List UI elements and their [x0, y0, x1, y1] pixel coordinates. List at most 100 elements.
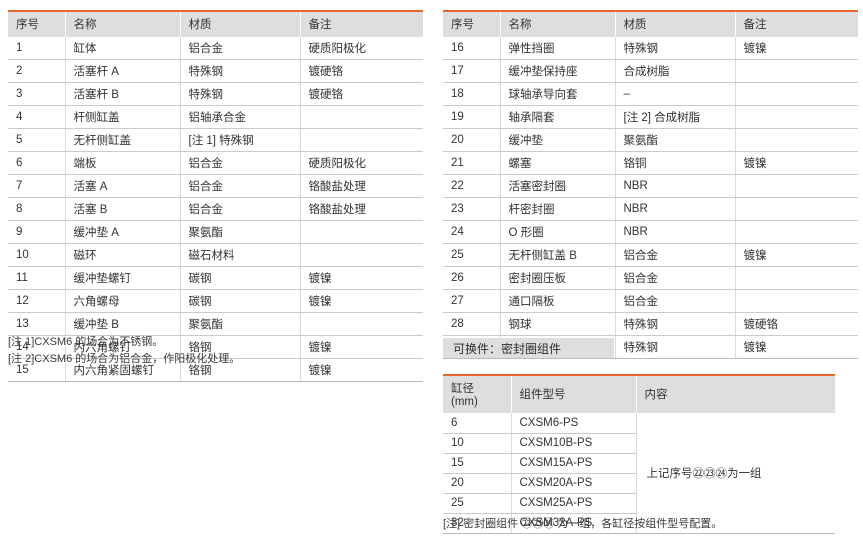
- part-remark-cell: [735, 220, 858, 244]
- part-name-cell: 螺塞: [500, 151, 616, 175]
- part-number-cell: 27: [443, 289, 501, 313]
- part-number-cell: 5: [8, 128, 66, 152]
- part-material-cell: [注 1] 特殊钢: [180, 128, 301, 152]
- part-number-cell: 12: [8, 289, 66, 313]
- part-remark-cell: [735, 266, 858, 290]
- part-number-cell: 17: [443, 59, 501, 83]
- part-name-cell: 无杆侧缸盖: [65, 128, 181, 152]
- part-remark-cell: [300, 243, 423, 267]
- part-name-cell: 通口隔板: [500, 289, 616, 313]
- part-number-cell: 1: [8, 37, 66, 60]
- part-number-cell: 6: [8, 151, 66, 175]
- part-name-cell: 球轴承导向套: [500, 82, 616, 106]
- table-row: 17 缓冲垫保持座 合成树脂: [443, 59, 858, 83]
- table-row: 6 CXSM6-PS 上记序号㉒㉓㉔为一组: [443, 413, 835, 534]
- kit-model-cell: CXSM20A-PS: [511, 473, 637, 494]
- table-row: 10 CXSM10B-PS: [443, 433, 835, 454]
- footnote-2: [注 2]CXSM6 的场合为铝合金，作阳极化处理。: [8, 353, 241, 365]
- part-name-cell: 杆密封圈: [500, 197, 616, 221]
- part-material-cell: 特殊钢: [615, 312, 736, 336]
- table-row: 16 弹性挡圈 特殊钢 镀镍: [443, 37, 858, 60]
- part-name-cell: 弹性挡圈: [500, 37, 616, 60]
- kit-content-cell: 上记序号㉒㉓㉔为一组: [636, 413, 835, 534]
- table-row: 9 缓冲垫 A 聚氨酯: [8, 220, 423, 244]
- bore-size-cell: 20: [443, 473, 512, 494]
- part-remark-cell: [735, 82, 858, 106]
- table-row: 27 通口隔板 铝合金: [443, 289, 858, 313]
- kit-model-cell: CXSM15A-PS: [511, 453, 637, 474]
- part-material-cell: 特殊钢: [180, 82, 301, 106]
- kit-content-text: 上记序号㉒㉓㉔为一组: [646, 465, 762, 480]
- part-material-cell: 铝合金: [180, 197, 301, 221]
- column-header-remark: 备注: [300, 10, 423, 37]
- table-row: 22 活塞密封圈 NBR: [443, 174, 858, 198]
- table-row: 18 球轴承导向套 –: [443, 82, 858, 106]
- part-number-cell: 11: [8, 266, 66, 290]
- part-remark-cell: [735, 197, 858, 221]
- part-name-cell: 活塞杆 A: [65, 59, 181, 83]
- table-row: 25 无杆侧缸盖 B 铝合金 镀镍: [443, 243, 858, 267]
- table-row: 20 缓冲垫 聚氨酯: [443, 128, 858, 152]
- part-material-cell: 铝合金: [180, 151, 301, 175]
- part-name-cell: 缓冲垫螺钉: [65, 266, 181, 290]
- table-row: 6 端板 铝合金 硬质阳极化: [8, 151, 423, 175]
- part-remark-cell: [300, 128, 423, 152]
- part-remark-cell: [735, 59, 858, 83]
- kit-model-cell: CXSM32A-PS: [511, 513, 637, 534]
- part-remark-cell: 镀镍: [300, 335, 423, 359]
- part-number-cell: 21: [443, 151, 501, 175]
- parts-table-left: 序号 名称 材质 备注 1 缸体 铝合金 硬质阳极化 2 活塞杆 A 特殊钢 镀硬铬 3 活塞杆 …: [8, 10, 423, 382]
- seal-kit-table-head: 缸径 (mm) 组件型号 内容: [443, 374, 835, 413]
- table-row: 15 CXSM15A-PS: [443, 453, 835, 474]
- part-remark-cell: 硬质阳极化: [300, 37, 423, 60]
- table-header-row: 序号 名称 材质 备注: [8, 10, 423, 37]
- table-row: 21 螺塞 铬铜 镀镍: [443, 151, 858, 175]
- part-remark-cell: [735, 105, 858, 129]
- column-header-no: 序号: [443, 10, 501, 37]
- kit-model-cell: CXSM6-PS: [511, 413, 637, 434]
- table-row: 28 钢球 特殊钢 镀硬铬: [443, 312, 858, 336]
- table-header-row: 缸径 (mm) 组件型号 内容: [443, 374, 835, 413]
- table-row: 23 杆密封圈 NBR: [443, 197, 858, 221]
- column-header-name: 名称: [500, 10, 616, 37]
- part-material-cell: –: [615, 82, 736, 106]
- part-name-cell: 缓冲垫: [500, 128, 616, 152]
- column-header-bore: 缸径 (mm): [443, 374, 512, 413]
- part-number-cell: 10: [8, 243, 66, 267]
- parts-table-left-head: 序号 名称 材质 备注: [8, 10, 423, 37]
- part-name-cell: 缓冲垫 B: [65, 312, 181, 336]
- part-number-cell: 13: [8, 312, 66, 336]
- part-name-cell: 活塞 A: [65, 174, 181, 198]
- part-remark-cell: 铬酸盐处理: [300, 174, 423, 198]
- column-header-no: 序号: [8, 10, 66, 37]
- part-name-cell: 缓冲垫 A: [65, 220, 181, 244]
- table-row: 10 磁环 磁石材料: [8, 243, 423, 267]
- part-name-cell: 缸体: [65, 37, 181, 60]
- part-number-cell: 19: [443, 105, 501, 129]
- part-material-cell: 磁石材料: [180, 243, 301, 267]
- table-row: 14 内六角螺钉 铬钢 镀镍: [8, 335, 423, 359]
- part-remark-cell: [300, 220, 423, 244]
- table-row: 11 缓冲垫螺钉 碳钢 镀镍: [8, 266, 423, 290]
- part-name-cell: 钢球: [500, 312, 616, 336]
- part-material-cell: 铬钢: [180, 358, 301, 382]
- part-name-cell: 活塞密封圈: [500, 174, 616, 198]
- part-number-cell: 20: [443, 128, 501, 152]
- part-remark-cell: [735, 289, 858, 313]
- part-material-cell: 铝合金: [180, 174, 301, 198]
- part-name-cell: 六角螺母: [65, 289, 181, 313]
- table-row: 15 内六角紧固螺钉 铬钢 镀镍: [8, 358, 423, 382]
- part-name-cell: 缓冲垫保持座: [500, 59, 616, 83]
- part-remark-cell: 镀镍: [735, 243, 858, 267]
- part-material-cell: NBR: [615, 220, 736, 244]
- column-header-name: 名称: [65, 10, 181, 37]
- table-row: 3 活塞杆 B 特殊钢 镀硬铬: [8, 82, 423, 106]
- part-material-cell: 特殊钢: [615, 37, 736, 60]
- part-material-cell: 碳钢: [180, 266, 301, 290]
- part-number-cell: 16: [443, 37, 501, 60]
- seal-kit-table-body: 6 CXSM6-PS 上记序号㉒㉓㉔为一组 10 CXSM10B-PS 15 CXSM15A…: [443, 413, 835, 534]
- part-material-cell: NBR: [615, 197, 736, 221]
- part-material-cell: 聚氨酯: [180, 220, 301, 244]
- part-material-cell: 铬铜: [615, 151, 736, 175]
- seal-kit-table: 缸径 (mm) 组件型号 内容 6 CXSM6-PS 上记序号㉒㉓㉔为一组 10 CXS…: [443, 374, 835, 534]
